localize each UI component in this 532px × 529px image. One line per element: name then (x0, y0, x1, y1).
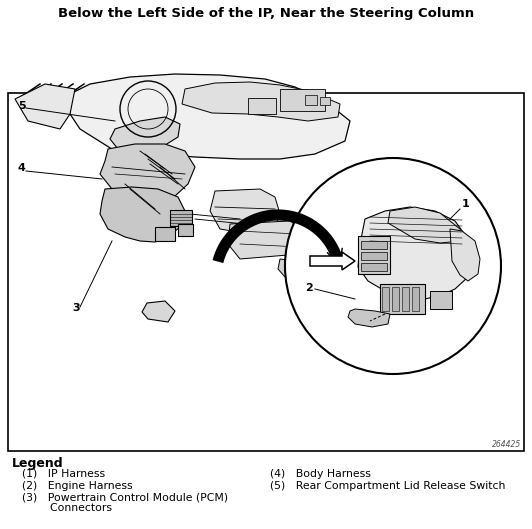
Polygon shape (348, 309, 390, 327)
Text: 2: 2 (305, 283, 313, 293)
Polygon shape (358, 207, 472, 299)
Bar (392, 287, 399, 311)
Bar (361, 241, 387, 249)
Text: Legend: Legend (12, 457, 64, 470)
Text: (1)   IP Harness: (1) IP Harness (22, 469, 105, 479)
FancyArrow shape (310, 252, 355, 270)
Text: 264425: 264425 (492, 440, 521, 449)
Bar (382, 287, 389, 311)
Bar (155, 227, 175, 241)
Polygon shape (100, 144, 195, 201)
Bar (178, 224, 193, 236)
Bar (280, 89, 325, 111)
Bar (402, 287, 409, 311)
Text: 5: 5 (18, 101, 26, 111)
Polygon shape (15, 84, 75, 129)
Polygon shape (228, 221, 308, 259)
Bar (248, 98, 276, 114)
Bar (430, 291, 452, 309)
Bar (380, 284, 425, 314)
Polygon shape (388, 207, 462, 243)
Text: 4: 4 (18, 163, 26, 173)
Bar (8, 93, 524, 451)
Bar (358, 236, 390, 274)
Bar (320, 97, 330, 105)
Text: (5)   Rear Compartment Lid Release Switch: (5) Rear Compartment Lid Release Switch (270, 481, 505, 491)
Text: Below the Left Side of the IP, Near the Steering Column: Below the Left Side of the IP, Near the … (58, 7, 474, 20)
Polygon shape (182, 82, 340, 121)
Text: (3)   Powertrain Control Module (PCM): (3) Powertrain Control Module (PCM) (22, 493, 228, 503)
Text: (2)   Engine Harness: (2) Engine Harness (22, 481, 132, 491)
Polygon shape (110, 117, 180, 151)
Polygon shape (278, 259, 298, 277)
Bar (412, 287, 419, 311)
Bar (361, 252, 387, 260)
Text: (4)   Body Harness: (4) Body Harness (270, 469, 371, 479)
Polygon shape (210, 189, 280, 234)
Polygon shape (100, 187, 185, 242)
Polygon shape (450, 229, 480, 281)
Bar (361, 263, 387, 271)
Circle shape (285, 158, 501, 374)
Text: Connectors: Connectors (22, 503, 112, 513)
Polygon shape (60, 74, 350, 159)
Polygon shape (142, 301, 175, 322)
Bar (305, 95, 317, 105)
Text: 1: 1 (462, 199, 470, 209)
Bar (170, 210, 192, 226)
Text: 3: 3 (72, 303, 80, 313)
